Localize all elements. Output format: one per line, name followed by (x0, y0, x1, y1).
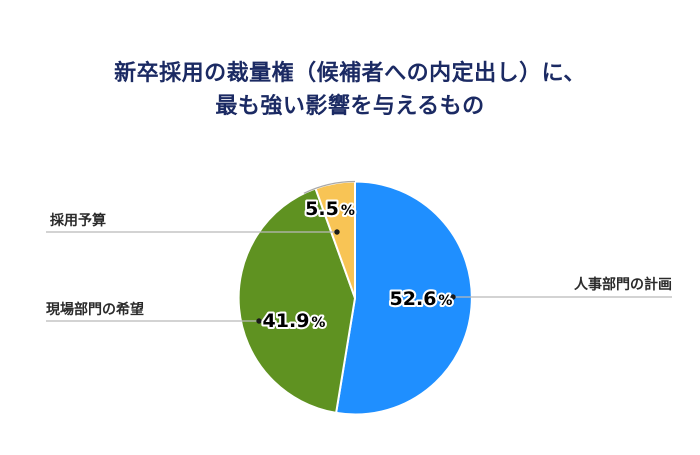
yellow-rim-arc (303, 180, 356, 194)
callout-label-jinji: 人事部門の計画 (574, 277, 672, 293)
title-line-2: 最も強い影響を与えるもの (215, 94, 485, 119)
pie-slice-1 (237, 187, 356, 414)
callout-label-saiyo: 採用予算 (50, 213, 106, 229)
pct-label-saiyo: 5.5% (305, 198, 355, 220)
pie-slice-0 (335, 180, 473, 416)
callout-label-genba: 現場部門の希望 (46, 302, 144, 318)
pct-label-jinji: 52.6% (390, 288, 453, 310)
pct-label-genba: 41.9% (263, 310, 326, 332)
callout-dot-genba (256, 318, 262, 324)
callout-dot-saiyo (334, 229, 340, 235)
title-line-1: 新卒採用の裁量権（候補者への内定出し）に、 (114, 61, 586, 86)
pie-slices (237, 180, 473, 416)
callout-dot-jinji (450, 294, 456, 300)
chart-title: 新卒採用の裁量権（候補者への内定出し）に、 最も強い影響を与えるもの (0, 57, 700, 123)
